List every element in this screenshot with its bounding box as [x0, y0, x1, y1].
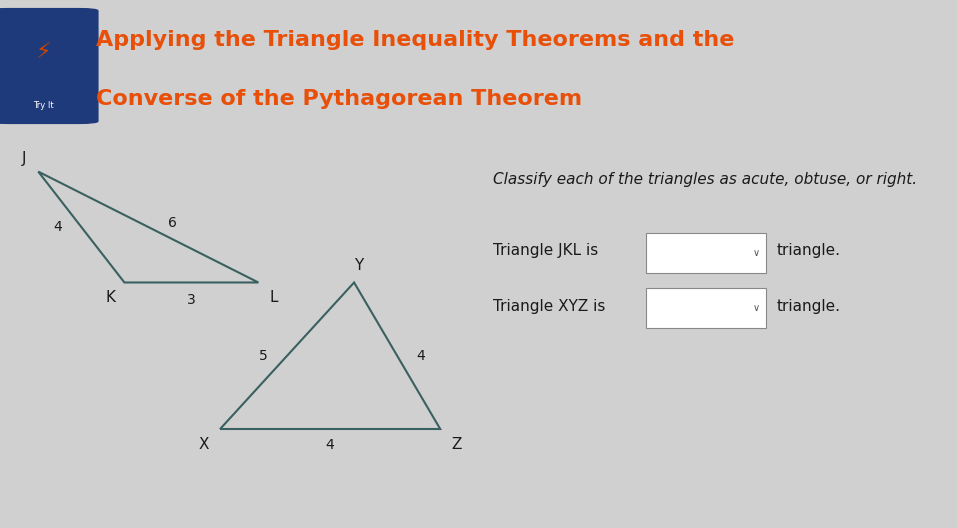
Text: Converse of the Pythagorean Theorem: Converse of the Pythagorean Theorem [96, 89, 582, 109]
FancyBboxPatch shape [646, 288, 766, 328]
Text: Y: Y [354, 258, 364, 272]
Text: Applying the Triangle Inequality Theorems and the: Applying the Triangle Inequality Theorem… [96, 30, 734, 50]
Text: Z: Z [452, 437, 462, 452]
Text: triangle.: triangle. [777, 299, 841, 314]
Text: 4: 4 [416, 348, 426, 363]
Text: ∨: ∨ [753, 303, 760, 313]
Text: J: J [22, 150, 27, 166]
Text: Try It: Try It [33, 101, 54, 110]
Text: 4: 4 [53, 220, 62, 234]
Text: ⚡: ⚡ [35, 43, 51, 63]
Text: Triangle XYZ is: Triangle XYZ is [493, 299, 605, 314]
Text: 3: 3 [187, 293, 196, 307]
Text: 4: 4 [325, 438, 335, 452]
Text: X: X [198, 437, 209, 452]
FancyBboxPatch shape [646, 233, 766, 272]
Text: Classify each of the triangles as acute, obtuse, or right.: Classify each of the triangles as acute,… [493, 172, 917, 187]
Text: triangle.: triangle. [777, 243, 841, 258]
Text: 5: 5 [258, 348, 268, 363]
Text: L: L [270, 289, 278, 305]
FancyBboxPatch shape [0, 8, 99, 124]
Text: Triangle JKL is: Triangle JKL is [493, 243, 598, 258]
Text: ∨: ∨ [753, 248, 760, 258]
Text: 6: 6 [167, 216, 177, 230]
Text: K: K [105, 289, 115, 305]
